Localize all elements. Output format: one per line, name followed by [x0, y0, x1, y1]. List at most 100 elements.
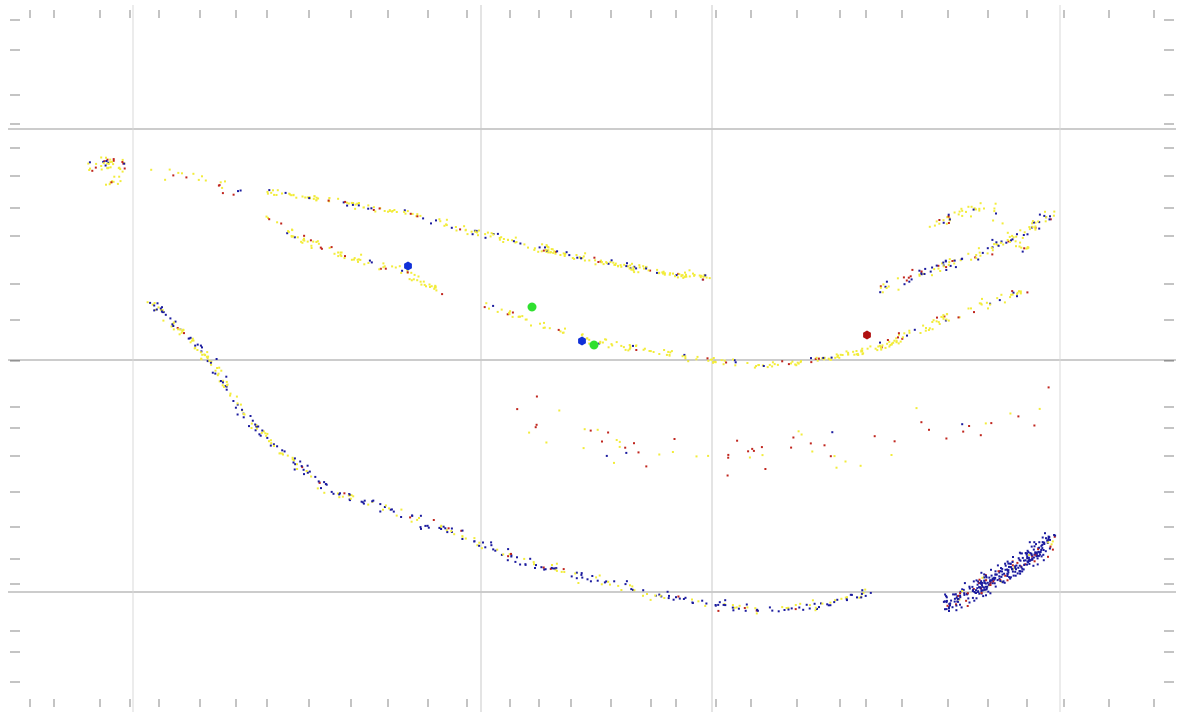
data-point — [539, 322, 541, 325]
data-point — [288, 192, 291, 195]
data-point — [149, 301, 152, 304]
data-point — [632, 269, 635, 272]
data-point — [482, 541, 484, 544]
data-point — [1012, 236, 1015, 239]
data-point — [232, 193, 235, 196]
data-point — [836, 598, 839, 601]
data-point — [975, 254, 978, 256]
data-point — [216, 367, 219, 369]
data-point — [903, 283, 906, 286]
data-point — [327, 199, 330, 202]
data-point — [617, 584, 620, 587]
data-point — [938, 323, 941, 325]
data-point — [516, 408, 519, 411]
data-point — [678, 273, 681, 276]
data-point — [1011, 293, 1014, 296]
data-point — [1009, 562, 1012, 565]
data-point — [1033, 226, 1036, 229]
data-point — [859, 464, 862, 467]
data-point — [633, 271, 636, 274]
data-point — [1023, 231, 1026, 234]
data-point — [576, 256, 579, 259]
data-point — [581, 576, 584, 579]
data-point — [790, 607, 793, 610]
data-point — [328, 197, 331, 200]
data-point — [681, 274, 684, 277]
data-point — [999, 570, 1002, 573]
data-point — [1036, 554, 1039, 557]
data-point — [945, 608, 948, 611]
data-point — [562, 568, 565, 571]
data-point — [339, 253, 342, 256]
data-point — [977, 247, 980, 250]
data-point — [704, 274, 707, 277]
data-point — [1023, 564, 1026, 566]
data-point — [979, 586, 982, 589]
data-point — [484, 546, 487, 549]
data-point — [869, 591, 872, 594]
data-point — [430, 222, 432, 225]
data-point — [942, 221, 945, 224]
data-point — [264, 432, 267, 435]
data-point — [979, 254, 982, 257]
data-point — [1027, 551, 1030, 554]
data-point — [998, 299, 1001, 302]
data-point — [1028, 562, 1031, 565]
data-point — [691, 598, 693, 601]
data-point — [502, 553, 505, 556]
data-point — [877, 345, 880, 348]
data-point — [946, 216, 949, 219]
data-point — [1014, 566, 1017, 569]
data-point — [151, 303, 154, 306]
data-point — [591, 575, 594, 577]
data-point — [391, 265, 394, 268]
data-point — [516, 556, 518, 559]
data-point — [486, 231, 489, 234]
data-point — [942, 265, 945, 268]
data-point — [103, 160, 106, 163]
data-point — [1006, 239, 1009, 241]
data-point — [1009, 577, 1012, 580]
data-point — [1006, 572, 1009, 575]
data-point — [250, 427, 253, 429]
data-point — [1028, 226, 1031, 229]
data-point — [615, 341, 618, 344]
data-point — [675, 596, 677, 599]
data-point — [813, 602, 816, 605]
data-point — [492, 548, 495, 551]
data-point — [638, 266, 641, 269]
data-point — [829, 455, 832, 458]
data-point — [610, 343, 613, 346]
data-point — [960, 606, 963, 609]
data-point — [524, 563, 527, 566]
data-point — [350, 494, 353, 497]
data-point — [187, 337, 190, 340]
data-point — [649, 269, 652, 272]
data-point — [997, 570, 1000, 573]
data-point — [1027, 556, 1030, 559]
data-point — [514, 560, 517, 563]
data-point — [378, 207, 381, 210]
data-point — [281, 449, 284, 452]
data-point — [330, 490, 333, 493]
data-point — [570, 575, 573, 578]
data-point — [896, 277, 899, 280]
data-point — [416, 518, 419, 521]
data-point — [920, 270, 923, 273]
data-point — [362, 206, 365, 209]
data-point — [945, 266, 948, 269]
data-point — [172, 325, 175, 327]
data-point — [931, 266, 934, 269]
data-point — [945, 318, 948, 321]
data-point — [615, 439, 618, 441]
data-point — [177, 171, 180, 174]
data-point — [174, 320, 177, 323]
data-point — [290, 194, 293, 197]
data-point — [168, 168, 171, 171]
data-point — [834, 599, 837, 602]
data-point — [1006, 579, 1009, 582]
data-point — [611, 344, 614, 347]
data-point — [109, 166, 112, 169]
data-point — [710, 358, 713, 361]
data-point — [502, 241, 505, 243]
